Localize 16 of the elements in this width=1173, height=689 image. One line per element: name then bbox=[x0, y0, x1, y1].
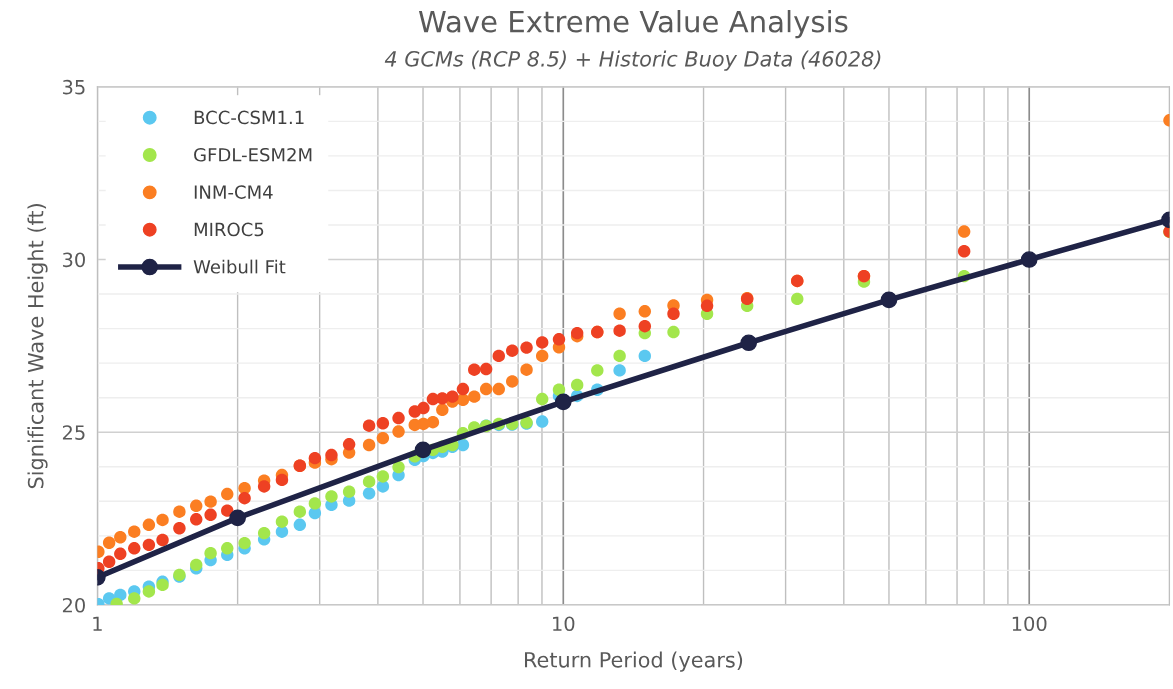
y-tick-label: 25 bbox=[62, 425, 85, 440]
x-tick-label: 10 bbox=[553, 616, 575, 632]
legend-label: MIROC5 bbox=[194, 222, 264, 237]
y-tick-label: 35 bbox=[62, 79, 85, 95]
y-tick-label: 20 bbox=[62, 597, 85, 613]
y-tick-label: 30 bbox=[62, 252, 85, 268]
chart-title: Wave Extreme Value Analysis bbox=[418, 10, 848, 39]
chart-subtitle: 4 GCMs (RCP 8.5) + Historic Buoy Data (46028) bbox=[384, 50, 881, 71]
y-axis-title: Significant Wave Height (ft) bbox=[27, 204, 48, 489]
x-axis-title: Return Period (years) bbox=[525, 651, 743, 672]
legend-label: BCC-CSM1.1 bbox=[194, 110, 304, 125]
legend-label: INM-CM4 bbox=[194, 185, 273, 199]
legend-label: GFDL-ESM2M bbox=[194, 147, 312, 162]
x-tick-label: 100 bbox=[1012, 616, 1047, 632]
x-tick-label: 1 bbox=[93, 616, 102, 631]
legend-label: Weibull Fit bbox=[193, 259, 286, 274]
